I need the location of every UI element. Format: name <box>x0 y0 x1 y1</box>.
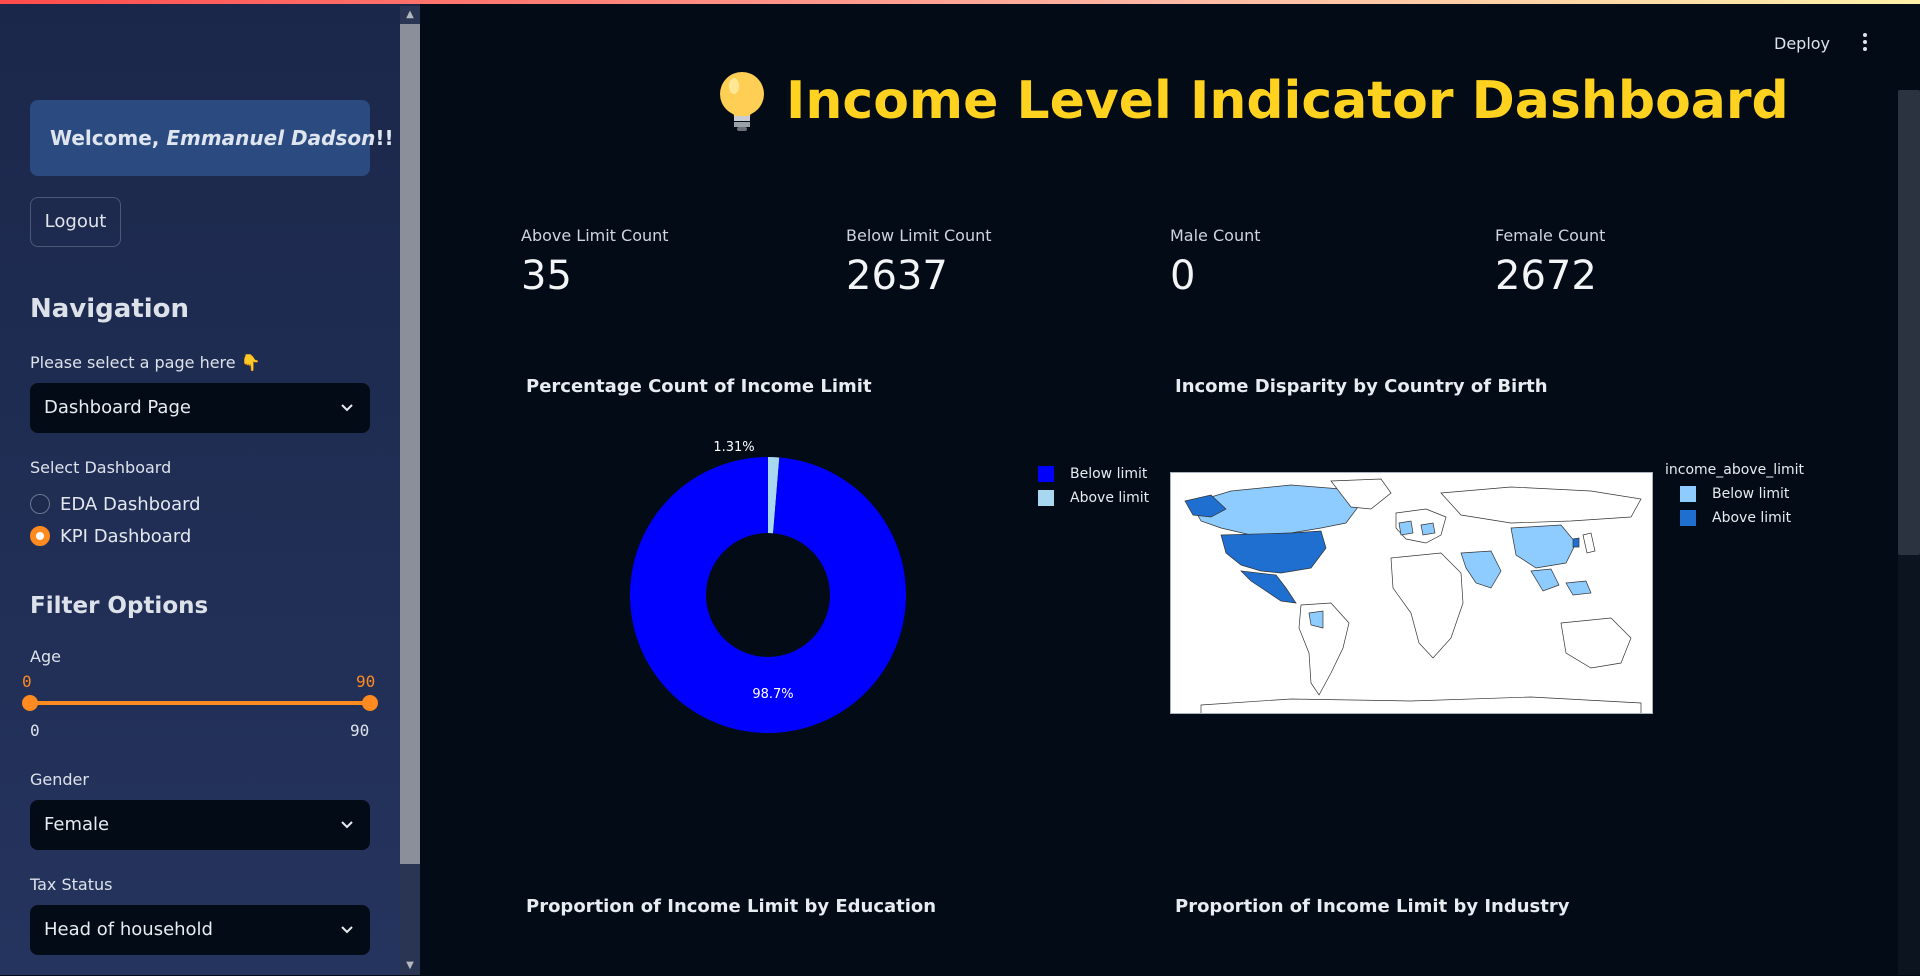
kpi-male-count-label: Male Count <box>1170 226 1261 245</box>
gender-label: Gender <box>30 770 89 789</box>
industry-chart-title: Proportion of Income Limit by Industry <box>1175 896 1570 917</box>
radio-circle-selected[interactable] <box>30 526 50 546</box>
welcome-user-name: Emmanuel Dadson <box>166 126 376 150</box>
age-slider-max-handle[interactable] <box>362 695 378 711</box>
legend-label: Below limit <box>1712 486 1790 502</box>
kpi-below-limit-value: 2637 <box>846 253 948 299</box>
education-chart-title: Proportion of Income Limit by Education <box>526 896 937 917</box>
navigation-heading: Navigation <box>30 294 190 324</box>
radio-eda-dashboard[interactable]: EDA Dashboard <box>30 492 201 516</box>
kpi-above-limit-label: Above Limit Count <box>521 226 669 245</box>
map-legend-item-below[interactable]: Below limit <box>1680 486 1789 502</box>
radio-kpi-dashboard[interactable]: KPI Dashboard <box>30 524 191 548</box>
dashboard-select-label: Select Dashboard <box>30 458 172 477</box>
world-choropleth-map[interactable] <box>1170 472 1653 714</box>
legend-label: Above limit <box>1070 490 1150 506</box>
gender-select[interactable]: Female <box>30 800 370 850</box>
age-slider-max-value: 90 <box>356 672 376 691</box>
deploy-button[interactable]: Deploy <box>1774 34 1831 53</box>
page-select[interactable]: Dashboard Page <box>30 383 370 433</box>
income-limit-donut-chart: 98.7% 1.31% <box>630 440 906 733</box>
welcome-suffix: !! <box>375 126 394 150</box>
logout-button[interactable]: Logout <box>30 197 121 247</box>
scroll-up-arrow-icon[interactable]: ▲ <box>406 9 414 20</box>
page-select-value: Dashboard Page <box>44 397 191 418</box>
legend-label: Below limit <box>1070 466 1148 482</box>
tax-status-label: Tax Status <box>30 875 113 894</box>
sidebar: Welcome, Emmanuel Dadson!! Logout Naviga… <box>0 0 420 975</box>
age-slider-track[interactable] <box>30 701 370 705</box>
age-slider-min-handle[interactable] <box>22 695 38 711</box>
pie-slice-above-limit[interactable] <box>768 457 780 534</box>
filter-options-heading: Filter Options <box>30 593 209 619</box>
scroll-down-arrow-icon[interactable]: ▼ <box>406 960 414 971</box>
kpi-female-count-label: Female Count <box>1495 226 1606 245</box>
main-scrollbar-thumb[interactable] <box>1898 90 1920 555</box>
welcome-banner: Welcome, Emmanuel Dadson!! <box>30 100 394 176</box>
pie-slice-below-limit[interactable] <box>630 457 906 733</box>
page-title: Income Level Indicator Dashboard <box>712 66 1789 136</box>
kpi-above-limit-value: 35 <box>521 253 572 299</box>
radio-label: KPI Dashboard <box>60 525 192 547</box>
radio-label: EDA Dashboard <box>60 493 201 515</box>
pie-label-below-limit: 98.7% <box>752 687 793 702</box>
legend-swatch <box>1038 490 1054 506</box>
map-legend-item-above[interactable]: Above limit <box>1680 510 1791 526</box>
pie-label-above-limit: 1.31% <box>713 440 754 455</box>
kpi-male-count-value: 0 <box>1170 253 1196 299</box>
vertical-dots-icon[interactable] <box>1862 32 1868 55</box>
page-select-label: Please select a page here 👇 <box>30 353 261 372</box>
tax-status-select-value: Head of household <box>44 919 213 940</box>
legend-swatch <box>1680 510 1696 526</box>
map-chart-title: Income Disparity by Country of Birth <box>1175 376 1548 397</box>
chevron-down-icon <box>340 383 354 454</box>
age-range-max: 90 <box>350 721 370 740</box>
legend-swatch <box>1680 486 1696 502</box>
top-accent-bar <box>0 0 1920 4</box>
map-legend-title: income_above_limit <box>1665 462 1805 478</box>
page-title-text: Income Level Indicator Dashboard <box>786 71 1789 131</box>
sidebar-scrollbar-thumb[interactable] <box>400 24 420 864</box>
gender-select-value: Female <box>44 814 110 835</box>
welcome-prefix: Welcome, <box>50 126 167 150</box>
pie-chart-title: Percentage Count of Income Limit <box>526 376 872 397</box>
kpi-female-count-value: 2672 <box>1495 253 1597 299</box>
pie-legend-item-above[interactable]: Above limit <box>1038 490 1149 506</box>
chevron-down-icon <box>340 800 354 871</box>
tax-status-select[interactable]: Head of household <box>30 905 370 955</box>
kpi-below-limit-label: Below Limit Count <box>846 226 992 245</box>
legend-label: Above limit <box>1712 510 1792 526</box>
world-map-shapes <box>1184 478 1642 713</box>
age-range-min: 0 <box>30 721 40 740</box>
age-label: Age <box>30 647 61 666</box>
chevron-down-icon <box>340 905 354 976</box>
lightbulb-icon <box>720 72 764 131</box>
radio-circle[interactable] <box>30 494 50 514</box>
age-slider-min-value: 0 <box>22 672 32 691</box>
pie-legend-item-below[interactable]: Below limit <box>1038 466 1147 482</box>
legend-swatch <box>1038 466 1054 482</box>
